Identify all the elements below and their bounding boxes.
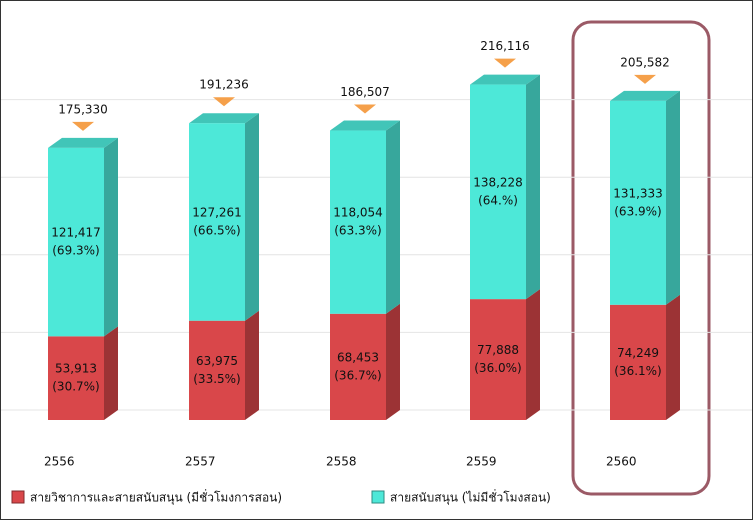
value-label: 131,333 — [613, 186, 663, 200]
share-label: (36.1%) — [614, 364, 661, 378]
bar — [330, 313, 386, 420]
x-tick-label: 2558 — [326, 455, 357, 469]
x-tick-label: 2559 — [466, 455, 497, 469]
bar-top — [470, 74, 540, 85]
value-label: 127,261 — [192, 205, 242, 219]
total-label: 216,116 — [480, 39, 530, 53]
total-marker — [494, 58, 516, 68]
total-label: 175,330 — [58, 102, 108, 116]
x-tick-label: 2560 — [606, 455, 637, 469]
bar — [48, 336, 104, 420]
value-label: 77,888 — [477, 343, 519, 357]
share-label: (30.7%) — [52, 380, 99, 394]
bar-side — [245, 310, 259, 420]
bar-top — [189, 113, 259, 124]
bar — [610, 304, 666, 420]
bar-top — [330, 120, 400, 131]
bar — [189, 123, 245, 321]
bar-side — [104, 137, 118, 337]
bar-side — [245, 113, 259, 321]
share-label: (36.7%) — [334, 368, 381, 382]
value-label: 53,913 — [55, 362, 97, 376]
value-label: 118,054 — [333, 206, 383, 220]
bar — [330, 130, 386, 314]
bar — [610, 100, 666, 305]
value-label: 74,249 — [617, 346, 659, 360]
value-label: 63,975 — [196, 354, 238, 368]
bar-side — [666, 90, 680, 305]
total-marker — [213, 97, 235, 107]
share-label: (63.9%) — [614, 204, 661, 218]
bar-top — [610, 90, 680, 101]
bar-side — [526, 289, 540, 420]
share-label: (64.%) — [478, 193, 518, 207]
share-label: (36.0%) — [474, 361, 521, 375]
bar-side — [386, 120, 400, 314]
share-label: (69.3%) — [52, 244, 99, 258]
value-label: 68,453 — [337, 350, 379, 364]
total-label: 205,582 — [620, 55, 670, 69]
share-label: (33.5%) — [193, 372, 240, 386]
legend-swatch — [371, 490, 385, 504]
total-label: 191,236 — [199, 78, 249, 92]
share-label: (63.3%) — [334, 224, 381, 238]
bar-side — [386, 303, 400, 420]
share-label: (66.5%) — [193, 223, 240, 237]
x-tick-label: 2557 — [185, 455, 216, 469]
x-tick-label: 2556 — [44, 455, 75, 469]
bar-top — [48, 137, 118, 148]
legend-label: สายสนับสนุน (ไม่มีชั่วโมงสอน) — [390, 489, 551, 506]
bar — [470, 299, 526, 420]
highlight-box — [571, 20, 711, 496]
total-marker — [634, 74, 656, 84]
bar — [48, 147, 104, 337]
bar — [470, 84, 526, 300]
value-label: 138,228 — [473, 175, 523, 189]
total-label: 186,507 — [340, 85, 390, 99]
total-marker — [72, 121, 94, 131]
bar — [189, 320, 245, 420]
legend-swatch — [11, 490, 25, 504]
value-label: 121,417 — [51, 226, 101, 240]
total-marker — [354, 104, 376, 114]
bar-side — [666, 294, 680, 420]
legend-label: สายวิชาการและสายสนับสนุน (มีชั่วโมงการสอ… — [30, 489, 282, 506]
bar-side — [526, 74, 540, 300]
bar-side — [104, 326, 118, 420]
